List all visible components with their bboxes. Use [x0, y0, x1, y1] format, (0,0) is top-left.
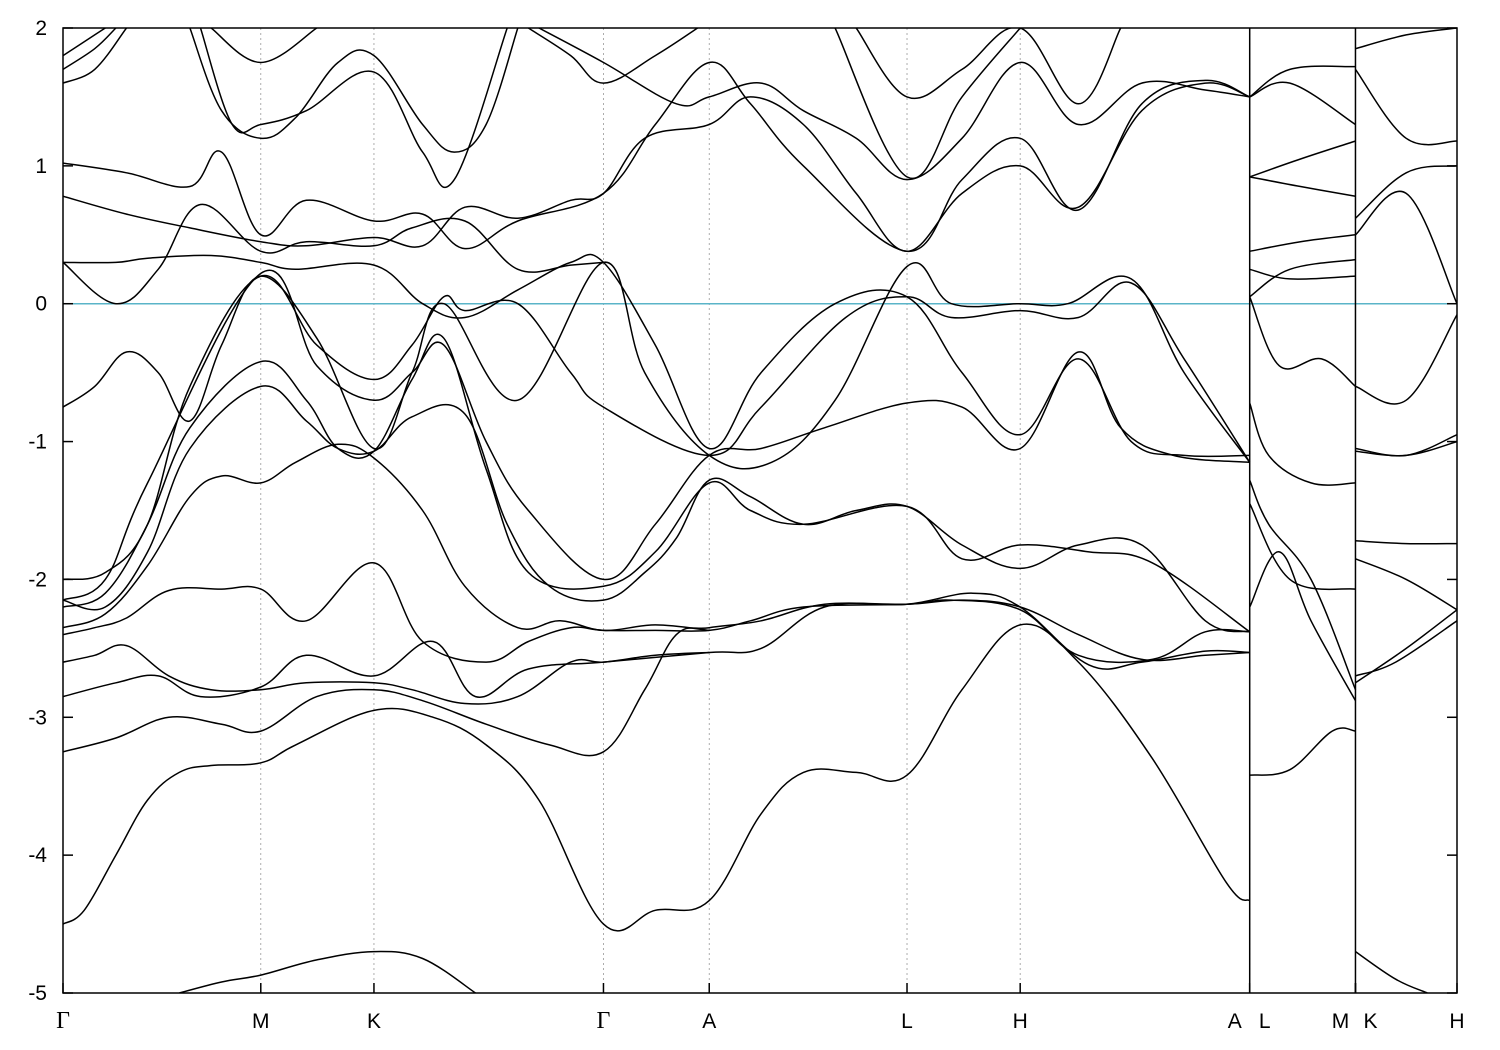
band-line-29 [1249, 479, 1357, 690]
band-line-26 [1249, 727, 1356, 776]
y-tick-label: -2 [28, 568, 47, 591]
band-line-51 [179, 950, 476, 993]
y-tick-label: -1 [28, 431, 47, 454]
band-line-18 [63, 28, 106, 57]
kpoint-label: L [1259, 1010, 1271, 1033]
band-line-49 [1355, 28, 1457, 50]
band-lines [63, 28, 1457, 993]
band-line-35 [1249, 176, 1356, 197]
band-line-30 [1248, 402, 1356, 486]
band-line-16 [63, 28, 128, 84]
band-line-25 [834, 28, 1021, 180]
band-line-8 [63, 333, 1251, 633]
band-line-28 [1249, 551, 1357, 702]
band-line-47 [1355, 165, 1457, 219]
segment-break-lines [1248, 28, 1357, 993]
band-line-23 [538, 28, 1250, 181]
band-line-7 [63, 385, 1250, 633]
band-line-14 [63, 82, 1250, 253]
band-line-1 [63, 623, 1251, 932]
kpoint-label: A [702, 1010, 716, 1033]
band-line-6 [63, 443, 710, 632]
band-line-39 [1355, 620, 1457, 677]
band-line-15 [63, 61, 1250, 253]
kpoint-grid-lines [260, 28, 1356, 993]
band-line-3 [63, 592, 1250, 698]
band-line-19 [189, 28, 519, 153]
band-line-37 [1249, 81, 1356, 126]
plot-frame [62, 27, 1458, 994]
y-tick-label: -5 [28, 982, 47, 1005]
y-tick-label: -3 [28, 706, 47, 729]
kpoint-label: K [1363, 1010, 1377, 1033]
kpoint-label: K [367, 1010, 381, 1033]
band-line-48 [1354, 68, 1457, 146]
kpoint-label: Γ [597, 1008, 611, 1034]
band-line-42 [1355, 540, 1457, 545]
band-line-13 [63, 203, 604, 305]
band-line-10 [63, 269, 1250, 601]
band-line-11 [63, 261, 1251, 470]
band-line-21 [210, 28, 318, 64]
band-line-5 [63, 562, 1250, 664]
kpoint-label: H [1013, 1010, 1028, 1033]
band-line-17 [63, 28, 117, 71]
y-tick-label: 2 [35, 17, 47, 40]
y-tick-label: 1 [35, 155, 47, 178]
band-line-40 [1355, 609, 1457, 684]
band-line-27 [1249, 503, 1356, 591]
band-line-41 [1355, 558, 1457, 611]
band-line-2 [63, 599, 1250, 757]
band-line-4 [63, 644, 710, 705]
band-line-33 [1249, 258, 1356, 298]
y-tick-label: -4 [28, 844, 47, 867]
kpoint-label: A [1228, 1010, 1242, 1033]
band-line-32 [1249, 268, 1356, 280]
y-tick-label: 0 [35, 293, 47, 316]
band-line-12 [63, 253, 1250, 458]
band-line-22 [527, 28, 699, 84]
kpoint-label: M [1332, 1010, 1350, 1033]
band-line-38 [1249, 65, 1356, 98]
band-line-36 [1249, 140, 1356, 178]
band-line-9 [63, 274, 1251, 581]
band-line-34 [1249, 234, 1356, 253]
kpoint-label: H [1449, 1010, 1464, 1033]
band-line-45 [1355, 314, 1457, 405]
band-line-31 [1249, 296, 1356, 387]
band-line-20 [199, 28, 508, 188]
y-axis-ticks: 2 1 0 -1 -2 -3 -4 -5 [28, 17, 1457, 1005]
kpoint-label: L [901, 1010, 913, 1033]
kpoint-label: Γ [56, 1008, 70, 1034]
band-line-24 [855, 28, 1122, 105]
band-line-44 [1355, 434, 1457, 457]
band-line-43 [1355, 440, 1457, 457]
band-line-50 [1355, 950, 1428, 993]
band-line-46 [1354, 190, 1457, 305]
kpoint-label: M [252, 1010, 270, 1033]
